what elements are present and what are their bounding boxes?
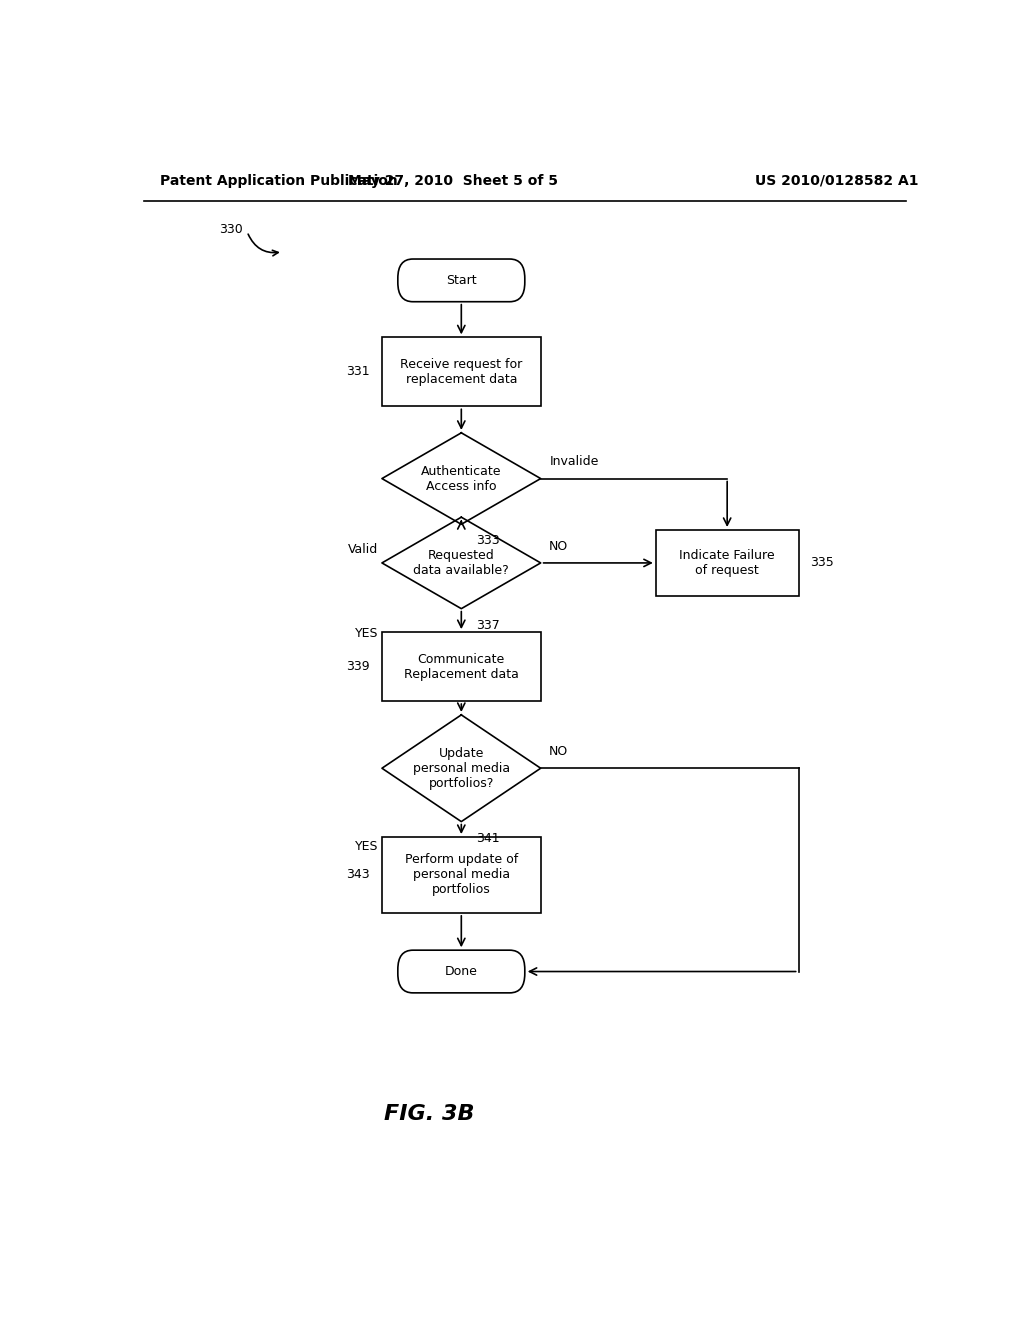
Text: FIG. 3B: FIG. 3B (384, 1104, 475, 1123)
FancyBboxPatch shape (382, 837, 541, 913)
Text: Valid: Valid (348, 543, 378, 556)
Text: Receive request for
replacement data: Receive request for replacement data (400, 358, 522, 385)
Polygon shape (382, 715, 541, 821)
FancyBboxPatch shape (382, 338, 541, 407)
FancyBboxPatch shape (655, 529, 799, 595)
Text: 330: 330 (219, 223, 243, 236)
Text: 331: 331 (346, 366, 370, 379)
Text: NO: NO (549, 540, 568, 553)
Text: US 2010/0128582 A1: US 2010/0128582 A1 (755, 174, 919, 187)
Polygon shape (382, 517, 541, 609)
Text: Update
personal media
portfolios?: Update personal media portfolios? (413, 747, 510, 789)
Text: NO: NO (549, 744, 568, 758)
Text: Done: Done (444, 965, 478, 978)
FancyBboxPatch shape (397, 259, 524, 302)
FancyBboxPatch shape (397, 950, 524, 993)
FancyBboxPatch shape (382, 632, 541, 701)
Text: Invalide: Invalide (550, 455, 600, 469)
Text: 343: 343 (346, 869, 370, 882)
Text: YES: YES (354, 627, 378, 640)
Text: 337: 337 (475, 619, 500, 632)
Text: 341: 341 (475, 832, 500, 845)
Text: 335: 335 (811, 557, 835, 569)
Text: 333: 333 (475, 535, 500, 548)
Polygon shape (382, 433, 541, 524)
Text: Authenticate
Access info: Authenticate Access info (421, 465, 502, 492)
Text: YES: YES (354, 840, 378, 853)
Text: Patent Application Publication: Patent Application Publication (160, 174, 397, 187)
Text: 339: 339 (346, 660, 370, 673)
Text: Requested
data available?: Requested data available? (414, 549, 509, 577)
Text: Indicate Failure
of request: Indicate Failure of request (679, 549, 775, 577)
Text: Start: Start (446, 273, 476, 286)
Text: Communicate
Replacement data: Communicate Replacement data (403, 652, 519, 681)
Text: Perform update of
personal media
portfolios: Perform update of personal media portfol… (404, 854, 518, 896)
Text: May 27, 2010  Sheet 5 of 5: May 27, 2010 Sheet 5 of 5 (348, 174, 558, 187)
